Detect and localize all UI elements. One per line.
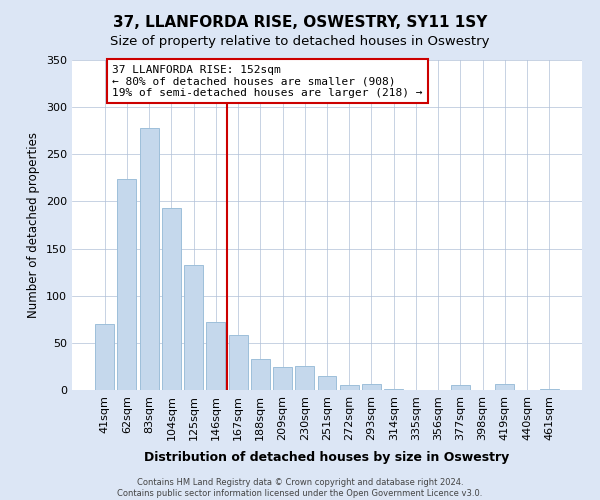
- Bar: [340, 386, 359, 390]
- Bar: [140, 128, 158, 390]
- Bar: [251, 359, 270, 390]
- Bar: [206, 322, 225, 390]
- Bar: [273, 368, 292, 390]
- Bar: [229, 336, 248, 390]
- Bar: [184, 264, 203, 390]
- Bar: [162, 208, 181, 390]
- Bar: [496, 384, 514, 390]
- Bar: [384, 389, 403, 390]
- Bar: [317, 376, 337, 390]
- Bar: [295, 366, 314, 390]
- Y-axis label: Number of detached properties: Number of detached properties: [28, 132, 40, 318]
- Bar: [118, 179, 136, 390]
- Bar: [451, 386, 470, 390]
- Bar: [362, 384, 381, 390]
- X-axis label: Distribution of detached houses by size in Oswestry: Distribution of detached houses by size …: [145, 451, 509, 464]
- Bar: [540, 389, 559, 390]
- Bar: [95, 324, 114, 390]
- Text: Size of property relative to detached houses in Oswestry: Size of property relative to detached ho…: [110, 35, 490, 48]
- Text: Contains HM Land Registry data © Crown copyright and database right 2024.
Contai: Contains HM Land Registry data © Crown c…: [118, 478, 482, 498]
- Text: 37 LLANFORDA RISE: 152sqm
← 80% of detached houses are smaller (908)
19% of semi: 37 LLANFORDA RISE: 152sqm ← 80% of detac…: [112, 64, 423, 98]
- Text: 37, LLANFORDA RISE, OSWESTRY, SY11 1SY: 37, LLANFORDA RISE, OSWESTRY, SY11 1SY: [113, 15, 487, 30]
